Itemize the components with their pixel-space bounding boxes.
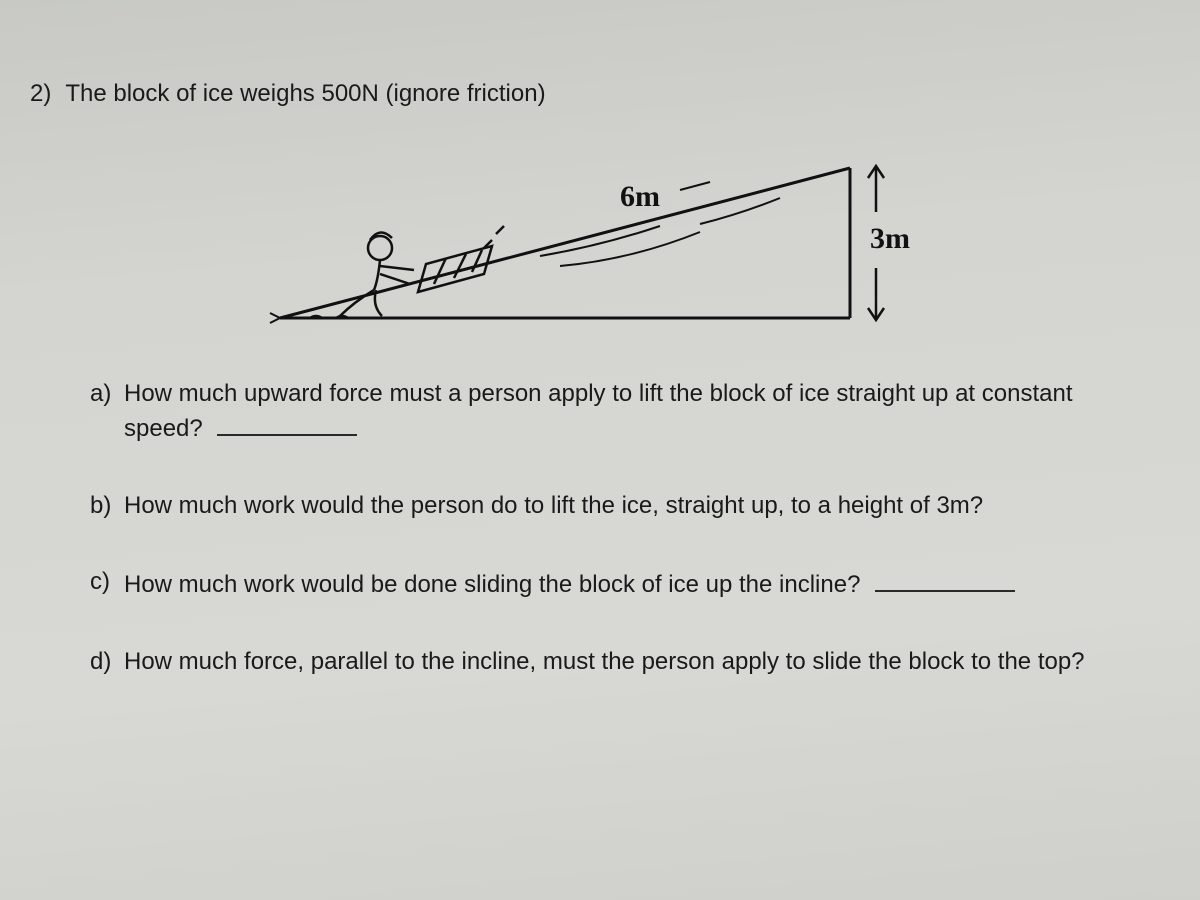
diagram-container: 6m 3m [30,128,1170,338]
question-b: b) How much work would the person do to … [90,490,1140,522]
question-letter: d) [90,646,124,678]
question-d-text: How much force, parallel to the incline,… [124,648,1085,675]
incline-diagram: 6m 3m [240,128,960,338]
hypotenuse-label: 6m [620,180,660,213]
question-text: How much force, parallel to the incline,… [124,646,1140,678]
question-letter: a) [90,378,124,410]
question-letter: c) [90,566,124,598]
question-a: a) How much upward force must a person a… [90,378,1140,446]
question-letter: b) [90,490,124,522]
height-label: 3m [870,222,910,255]
question-b-text: How much work would the person do to lif… [124,492,983,519]
question-text: How much upward force must a person appl… [124,378,1140,446]
ice-block-icon [418,226,504,292]
worksheet-page: 2) The block of ice weighs 500N (ignore … [0,0,1200,900]
questions-list: a) How much upward force must a person a… [30,378,1170,678]
question-text: How much work would the person do to lif… [124,490,1140,522]
question-d: d) How much force, parallel to the incli… [90,646,1140,678]
question-c: c) How much work would be done sliding t… [90,566,1140,601]
question-text: How much work would be done sliding the … [124,566,1140,601]
answer-blank[interactable] [217,410,357,436]
answer-blank[interactable] [875,566,1015,592]
motion-lines [540,198,780,266]
problem-heading: 2) The block of ice weighs 500N (ignore … [30,80,1170,108]
question-c-text: How much work would be done sliding the … [124,571,860,598]
problem-number: 2) [30,80,51,108]
problem-title: The block of ice weighs 500N (ignore fri… [65,80,545,108]
